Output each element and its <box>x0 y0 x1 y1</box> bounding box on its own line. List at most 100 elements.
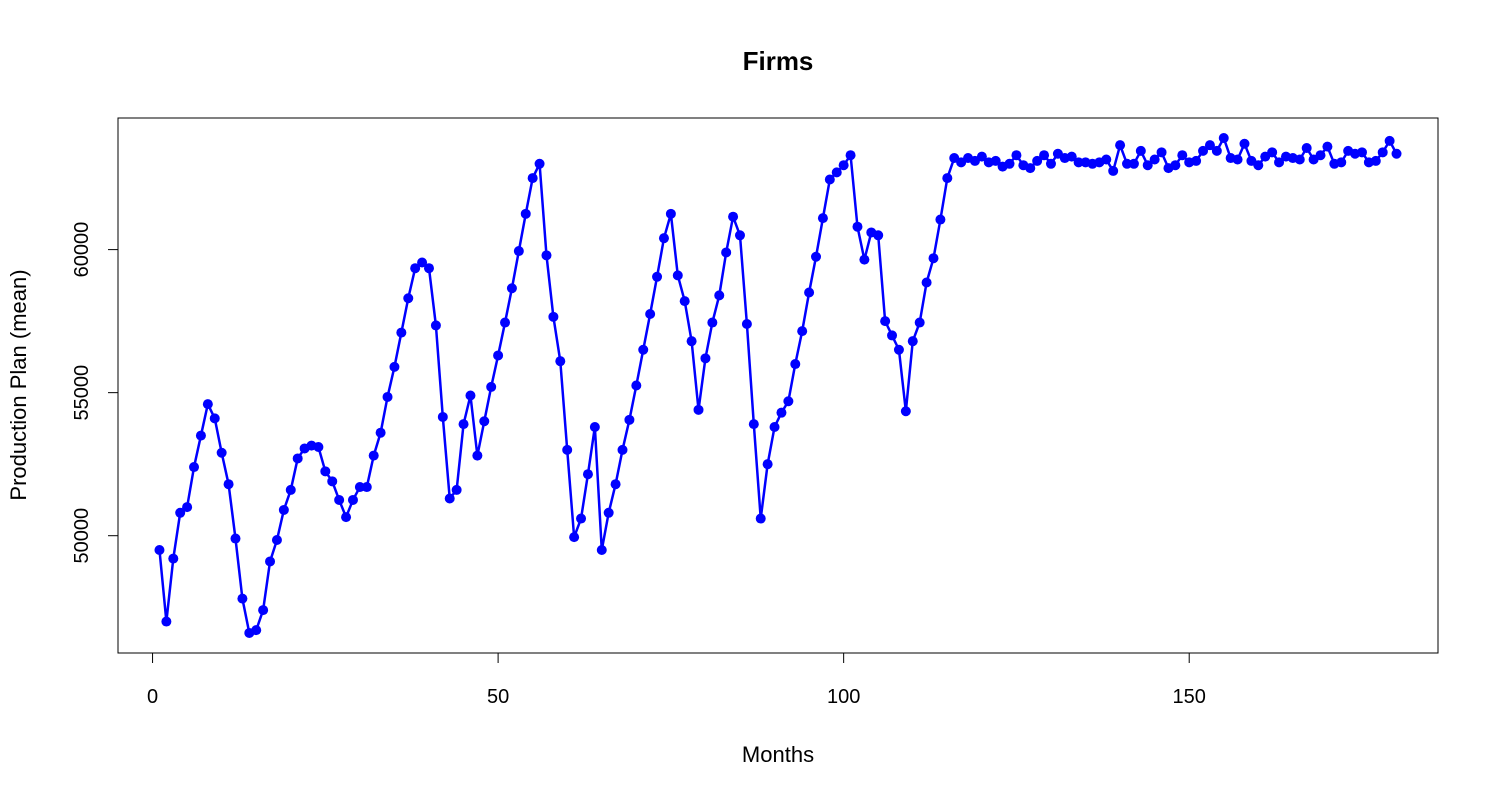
data-point <box>1198 145 1209 156</box>
data-point <box>921 277 932 288</box>
data-point <box>1336 157 1347 168</box>
data-point <box>285 484 296 495</box>
data-point <box>686 336 697 347</box>
data-point <box>721 247 732 258</box>
data-point <box>451 484 462 495</box>
data-point <box>313 442 324 453</box>
data-point <box>748 419 759 430</box>
data-point <box>638 344 649 355</box>
data-point <box>168 553 179 564</box>
data-point <box>555 356 566 367</box>
y-tick-label: 50000 <box>71 508 93 564</box>
data-point <box>154 545 165 556</box>
data-point <box>631 380 642 391</box>
data-point <box>334 494 345 505</box>
data-point <box>251 625 262 636</box>
data-point <box>762 459 773 470</box>
data-point <box>1122 158 1133 169</box>
data-point <box>278 504 289 515</box>
data-point <box>741 318 752 329</box>
data-point <box>341 512 352 523</box>
data-point <box>845 150 856 161</box>
data-point <box>887 330 898 341</box>
data-point <box>423 263 434 274</box>
data-point <box>1101 154 1112 165</box>
data-point <box>811 251 822 262</box>
data-point <box>1274 157 1285 168</box>
data-point <box>1232 154 1243 165</box>
data-point <box>776 407 787 418</box>
data-point <box>1149 154 1160 165</box>
data-point <box>645 308 656 319</box>
data-point <box>292 453 303 464</box>
data-point <box>1025 163 1036 174</box>
data-point <box>658 233 669 244</box>
data-point <box>1370 155 1381 166</box>
data-point <box>714 290 725 301</box>
data-point <box>859 254 870 265</box>
data-point <box>1115 140 1126 151</box>
data-point <box>1039 150 1050 161</box>
data-point <box>679 296 690 307</box>
data-point <box>465 390 476 401</box>
data-point <box>195 430 206 441</box>
data-point <box>610 479 621 490</box>
data-point <box>161 616 172 627</box>
y-axis-label: Production Plan (mean) <box>6 269 31 500</box>
data-point <box>361 482 372 493</box>
data-point <box>824 174 835 185</box>
data-point <box>493 350 504 361</box>
data-point <box>1004 158 1015 169</box>
data-point <box>486 381 497 392</box>
data-point <box>582 469 593 480</box>
data-point <box>1301 143 1312 154</box>
data-point <box>562 444 573 455</box>
data-point <box>852 221 863 232</box>
data-point <box>382 391 393 402</box>
data-point <box>1218 133 1229 144</box>
data-point <box>258 605 269 616</box>
data-point <box>1073 157 1084 168</box>
data-point <box>769 421 780 432</box>
data-point <box>700 353 711 364</box>
data-point <box>624 414 635 425</box>
data-point <box>1011 150 1022 161</box>
data-point <box>797 326 808 337</box>
series-layer <box>154 133 1402 638</box>
x-tick-label: 150 <box>1173 686 1206 708</box>
data-point <box>914 317 925 328</box>
data-point <box>596 545 607 556</box>
data-point <box>1253 160 1264 171</box>
data-point <box>1066 151 1077 162</box>
data-point <box>935 214 946 225</box>
data-point <box>500 317 511 328</box>
data-point <box>790 359 801 370</box>
data-point <box>1204 140 1215 151</box>
data-point <box>569 532 580 543</box>
series-line <box>158 136 1398 635</box>
data-point <box>320 466 331 477</box>
data-point <box>458 419 469 430</box>
data-point <box>576 513 587 524</box>
data-point <box>589 421 600 432</box>
data-point <box>223 479 234 490</box>
data-point <box>520 208 531 219</box>
data-point <box>534 158 545 169</box>
data-point <box>430 320 441 331</box>
data-point <box>1135 145 1146 156</box>
data-point <box>1377 147 1388 158</box>
data-point <box>444 493 455 504</box>
data-point <box>928 253 939 264</box>
data-point <box>506 283 517 294</box>
x-axis: 0 50 100 150 <box>147 652 1206 708</box>
y-tick-label: 55000 <box>71 365 93 421</box>
x-tick-label: 50 <box>487 686 509 708</box>
data-point <box>1267 147 1278 158</box>
data-point <box>216 447 227 458</box>
data-point <box>271 534 282 545</box>
data-point <box>1294 154 1305 165</box>
data-point <box>976 151 987 162</box>
data-point <box>783 396 794 407</box>
data-point <box>403 293 414 304</box>
plot-frame <box>117 117 1439 654</box>
